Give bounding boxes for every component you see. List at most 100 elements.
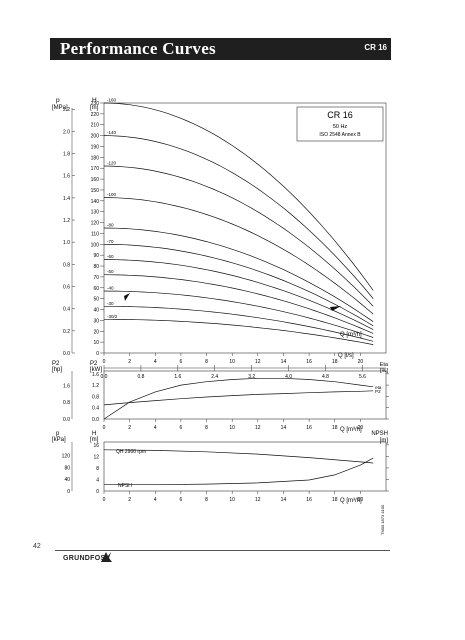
curve-stage-label: -80 [107, 223, 114, 228]
npsh-chart: 0246810121416182004812160408012002468 p … [52, 431, 394, 504]
head-tick-label: 200 [91, 134, 100, 140]
p2-curve-label: P2 [375, 389, 381, 394]
head-tick-label: 40 [93, 308, 99, 314]
pressure-axis-label: p [56, 97, 60, 104]
kpa-tick-label: 0 [67, 489, 70, 495]
flow-tick-label: 16 [306, 359, 312, 365]
pump-curve [103, 227, 374, 322]
flow-tick-label: 12 [255, 359, 261, 365]
flow-tick-label: 10 [229, 359, 235, 365]
flow-ls-tick-label: 2.4 [211, 374, 218, 380]
flow-ls-tick-label: 5.6 [359, 374, 366, 380]
pressure-tick-label: 0.0 [63, 351, 70, 357]
pressure-tick-label: 1.0 [63, 240, 70, 246]
head-tick-label: 80 [93, 264, 99, 270]
flow-tick-label: 14 [281, 359, 287, 365]
power-flow-tick-label: 20 [358, 425, 364, 431]
qh-curve [103, 449, 374, 464]
brand-logo-text: GRUNDFOS [63, 555, 106, 562]
eta-curve-label: eta [375, 385, 382, 390]
p2-kw-tick-label: 1.6 [92, 372, 99, 378]
pressure-tick-label: 1.8 [63, 152, 70, 158]
curve-stage-label: -100 [107, 192, 117, 197]
eta-unit: [%] [380, 368, 388, 374]
power-flow-label: Q [m³/h] [340, 427, 362, 433]
kpa-tick-label: 120 [62, 454, 71, 460]
pressure-tick-label: 1.4 [63, 196, 70, 202]
p2-hp-label: P2 [52, 361, 60, 367]
p2-kw-tick-label: 0.8 [92, 394, 99, 400]
head-tick-label: 50 [93, 297, 99, 303]
npsh-label: NPSH [371, 431, 388, 437]
p2-hp-tick-label: 0.8 [63, 400, 70, 406]
pump-curve [103, 274, 374, 334]
h-m-tick-label: 0 [96, 489, 99, 495]
curve-stage-label: -60 [107, 254, 114, 259]
kpa-tick-label: 40 [64, 477, 70, 483]
flow-tick-label: 4 [154, 359, 157, 365]
page-title: Performance Curves [60, 39, 216, 58]
head-axis-unit: [m] [90, 105, 99, 111]
head-tick-label: 100 [91, 242, 100, 248]
h-m-tick-label: 12 [93, 454, 99, 460]
curve-stage-label: -120 [107, 161, 117, 166]
pump-curve [103, 165, 374, 307]
power-flow-tick-label: 6 [180, 425, 183, 431]
flow-tick-label: 6 [180, 359, 183, 365]
pump-curve [103, 102, 374, 291]
head-tick-label: 30 [93, 318, 99, 324]
npsh-flow-tick-label: 16 [306, 497, 312, 503]
operating-range-start-marker [124, 293, 130, 301]
power-flow-tick-label: 2 [128, 425, 131, 431]
legend-standard: ISO 2548 Annex B [319, 132, 361, 138]
power-flow-tick-label: 10 [229, 425, 235, 431]
flow-ls-tick-label: 3.2 [248, 374, 255, 380]
pump-curve [103, 259, 374, 330]
p2-kw-tick-label: 1.2 [92, 383, 99, 389]
pump-curve [103, 135, 374, 299]
head-axis: 0 10 20 30 40 50 60 70 80 90 100 110 120 130 140 150 160… [91, 101, 100, 357]
head-tick-label: 230 [91, 101, 100, 107]
kpa-tick-label: 80 [64, 465, 70, 471]
page-number: 42 [33, 543, 41, 550]
head-tick-label: 150 [91, 188, 100, 194]
kpa-label: p [56, 431, 60, 437]
legend-freq: 50 Hz [333, 124, 348, 130]
curve-stage-label: -50 [107, 269, 114, 274]
head-axis-label: H [92, 97, 97, 104]
qh-annotation: QH 2900 rpm [116, 449, 146, 455]
pressure-axis-unit: [MPa] [52, 105, 68, 111]
h-m-tick-label: 4 [96, 477, 99, 483]
flow-ls-tick-label: 0.8 [137, 374, 144, 380]
p2-curve [103, 390, 374, 406]
main-grid [100, 102, 104, 354]
npsh-flow-tick-label: 0 [103, 497, 106, 503]
footer-rule [55, 550, 390, 551]
npsh-flow-tick-label: 20 [358, 497, 364, 503]
npsh-curve-label: NPSH [118, 483, 132, 489]
h-m-label: H [92, 431, 96, 437]
head-tick-label: 180 [91, 155, 100, 161]
npsh-unit: [m] [380, 438, 389, 444]
pressure-tick-label: 0.8 [63, 262, 70, 268]
p2-hp-unit: [hp] [52, 367, 62, 373]
curve-stage-label: -30/2 [107, 314, 118, 319]
curve-stage-label: -160 [107, 98, 117, 103]
head-tick-label: 120 [91, 221, 100, 227]
npsh-flow-label: Q [m³/h] [340, 498, 362, 504]
legend-box: CR 16 50 Hz ISO 2548 Annex B [296, 106, 384, 142]
p2-kw-unit: [kW] [90, 367, 102, 373]
pump-curve [104, 197, 374, 315]
npsh-flow-tick-label: 18 [332, 497, 338, 503]
performance-charts: -160-140-120-100-80-70-60-50-40-30-30/2 … [52, 97, 398, 535]
power-flow-tick-label: 4 [154, 425, 157, 431]
p2-kw-tick-label: 0.0 [92, 417, 99, 423]
pressure-tick-label: 2.2 [63, 107, 70, 113]
head-tick-label: 210 [91, 123, 100, 129]
pressure-tick-label: 0.2 [63, 329, 70, 335]
npsh-curve [104, 457, 374, 486]
npsh-flow-tick-label: 12 [255, 497, 261, 503]
npsh-flow-tick-label: 4 [154, 497, 157, 503]
p2-hp-tick-label: 1.6 [63, 383, 70, 389]
head-tick-label: 10 [93, 340, 99, 346]
